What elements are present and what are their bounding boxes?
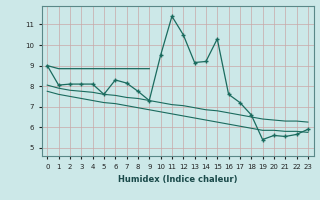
- X-axis label: Humidex (Indice chaleur): Humidex (Indice chaleur): [118, 175, 237, 184]
